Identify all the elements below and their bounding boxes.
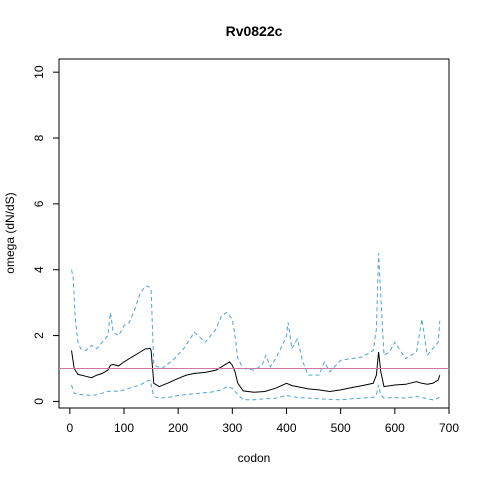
x-tick-label: 100	[114, 421, 134, 435]
x-tick-label: 600	[385, 421, 405, 435]
y-tick-label: 8	[32, 134, 46, 141]
x-axis-label: codon	[238, 451, 271, 465]
x-tick-label: 200	[168, 421, 188, 435]
x-tick-label: 400	[276, 421, 296, 435]
x-axis: 0 100 200 300 400 500 600 700	[66, 407, 459, 435]
chart-title: Rv0822c	[226, 23, 283, 39]
x-tick-label: 700	[439, 421, 459, 435]
y-tick-label: 10	[32, 65, 46, 79]
x-tick-label: 0	[66, 421, 73, 435]
plot-frame	[58, 58, 450, 409]
y-tick-label: 0	[32, 398, 46, 405]
y-tick-label: 2	[32, 332, 46, 339]
y-tick-label: 4	[32, 266, 46, 273]
y-axis: 0 2 4 6 8 10	[32, 65, 60, 405]
y-axis-label: omega (dN/dS)	[3, 192, 17, 273]
series-layer	[59, 253, 449, 401]
y-tick-label: 6	[32, 200, 46, 207]
x-tick-label: 500	[331, 421, 351, 435]
series-upper-bound-line	[71, 253, 441, 376]
series-lower-bound-line	[71, 379, 441, 401]
series-estimate-line	[71, 347, 441, 393]
x-tick-label: 300	[222, 421, 242, 435]
